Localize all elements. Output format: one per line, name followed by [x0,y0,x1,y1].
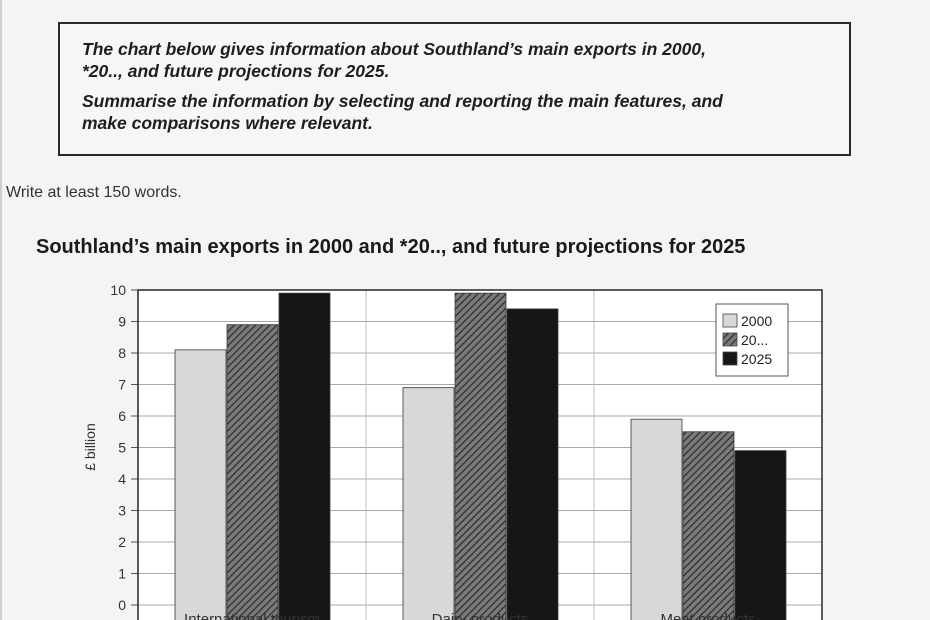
bar [226,324,279,620]
word-count-instruction: Write at least 150 words. [6,184,182,201]
y-tick-label: 0 [118,597,126,613]
bar [682,431,735,620]
bar [630,418,683,620]
y-tick-label: 5 [118,440,126,456]
x-tick-label: Dairy products [432,611,529,620]
y-axis-label: £ billion [82,423,98,470]
page-edge-rule [0,0,2,620]
legend-swatch [722,332,738,347]
x-tick-label: International tourism [184,611,320,620]
bar [402,387,455,620]
x-tick-label: Meat products [660,611,755,620]
task-prompt-box: The chart below gives information about … [58,22,851,156]
y-tick-label: 4 [118,471,126,487]
legend-label: 2000 [741,313,772,329]
y-tick-label: 8 [118,345,126,361]
y-tick-label: 3 [118,503,126,519]
legend-swatch [722,351,738,366]
chart-title: Southland’s main exports in 2000 and *20… [36,236,746,258]
bar [734,450,787,620]
y-tick-label: 9 [118,314,126,330]
y-tick-label: 7 [118,377,126,393]
bar [278,292,331,620]
y-tick-label: 10 [110,282,126,298]
task-paragraph-2: Summarise the information by selecting a… [82,91,723,133]
bar [454,292,507,620]
bar [506,308,559,620]
y-tick-label: 6 [118,408,126,424]
legend-swatch [722,313,738,328]
bar [174,349,227,620]
plot-frame [137,289,823,620]
y-tick-label: 2 [118,534,126,550]
task-paragraph-1: The chart below gives information about … [82,39,706,81]
y-tick-label: 1 [118,566,126,582]
legend-label: 2025 [741,351,772,367]
legend-label: 20... [741,332,768,348]
